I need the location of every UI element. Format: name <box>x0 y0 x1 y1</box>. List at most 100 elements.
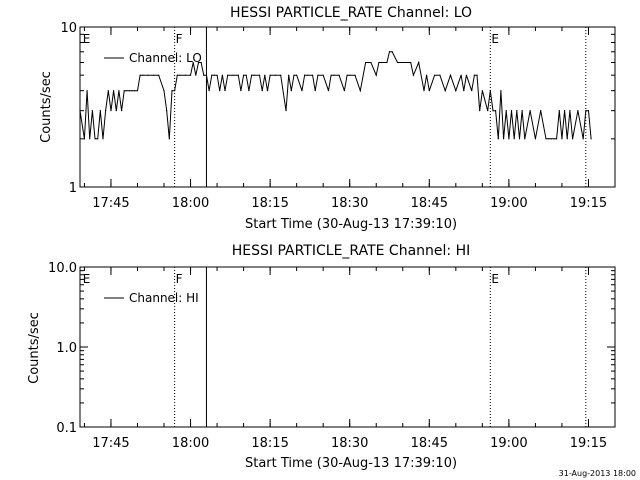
lo-data-point <box>258 74 261 76</box>
lo-data-point <box>171 90 173 92</box>
lo-data-point <box>380 61 383 64</box>
lo-data-point <box>322 74 324 76</box>
lo-data-point <box>375 74 377 76</box>
lo-data-point <box>502 138 505 140</box>
lo-data-point <box>102 138 104 140</box>
lo-data-point <box>264 74 266 76</box>
lo-data-point <box>163 90 165 92</box>
lo-legend-label: Channel: LO <box>129 51 202 65</box>
lo-data-point <box>195 74 197 76</box>
lo-data-point <box>540 110 542 112</box>
lo-data-point <box>221 74 223 76</box>
lo-data-point <box>123 90 125 92</box>
lo-data-point <box>131 90 133 92</box>
hi-y-tick-label: 10.0 <box>48 261 77 276</box>
lo-data-point <box>89 138 91 140</box>
lo-data-point <box>288 74 290 76</box>
lo-data-point <box>505 110 507 112</box>
lo-data-point <box>354 74 356 76</box>
lo-x-tick-label: 18:30 <box>331 196 368 211</box>
lo-data-point <box>476 74 478 76</box>
lo-data-point <box>444 90 446 92</box>
lo-data-point <box>211 74 213 76</box>
hi-x-tick-label: 19:00 <box>490 436 527 451</box>
lo-data-point <box>205 74 208 76</box>
lo-data-point <box>590 138 592 140</box>
lo-data-point <box>83 138 86 140</box>
lo-chart-title: HESSI PARTICLE_RATE Channel: LO <box>230 5 472 21</box>
lo-data-point <box>423 90 425 92</box>
lo-data-point <box>563 110 566 112</box>
lo-x-tick-label: 19:15 <box>570 196 607 211</box>
lo-data-point <box>250 74 253 76</box>
lo-data-point <box>304 74 306 76</box>
lo-data-point <box>200 61 202 64</box>
lo-data-point <box>473 74 475 76</box>
lo-data-point <box>463 90 465 92</box>
lo-data-point <box>266 90 269 92</box>
lo-data-point <box>333 74 335 76</box>
lo-data-point <box>327 90 330 92</box>
lo-data-point <box>158 74 160 76</box>
hi-event-marker-label: E <box>83 272 91 286</box>
hi-x-tick-label: 18:15 <box>251 436 288 451</box>
lo-data-point <box>365 61 367 64</box>
lo-data-point <box>118 90 120 92</box>
lo-data-point <box>455 90 457 92</box>
lo-data-point <box>487 110 489 112</box>
lo-data-point <box>126 90 128 92</box>
lo-data-point <box>86 90 88 92</box>
footer-timestamp: 31-Aug-2013 18:00 <box>559 469 636 478</box>
lo-data-point <box>219 90 221 92</box>
lo-data-point <box>330 74 332 76</box>
lo-data-point <box>500 90 502 92</box>
hi-y-tick-label: 0.1 <box>56 421 77 436</box>
lo-data-point <box>134 90 136 92</box>
lo-data-point <box>378 61 380 64</box>
lo-data-point <box>569 110 571 112</box>
lo-data-point <box>349 74 351 76</box>
lo-data-point <box>439 74 441 76</box>
lo-data-point <box>253 74 255 76</box>
lo-data-point <box>521 110 523 112</box>
lo-data-point <box>306 74 308 76</box>
lo-data-point <box>346 74 348 76</box>
lo-data-point <box>410 61 412 64</box>
lo-data-point <box>274 74 277 76</box>
hi-x-axis-label: Start Time (30-Aug-13 17:39:10) <box>245 456 457 471</box>
lo-data-point <box>227 74 229 76</box>
hi-x-tick-label: 18:30 <box>331 436 368 451</box>
lo-data-point <box>481 90 483 92</box>
lo-data-point <box>301 90 303 92</box>
lo-data-point <box>142 74 144 76</box>
lo-data-point <box>213 74 216 76</box>
lo-data-point <box>314 90 316 92</box>
lo-data-point <box>105 110 107 112</box>
lo-data-point <box>242 74 245 76</box>
lo-data-point <box>317 74 319 76</box>
lo-data-point <box>343 90 346 92</box>
lo-x-axis-label: Start Time (30-Aug-13 17:39:10) <box>245 217 457 232</box>
lo-data-point <box>516 110 518 112</box>
lo-data-point <box>261 90 263 92</box>
hi-y-axis-label: Counts/sec <box>27 312 42 384</box>
lo-data-point <box>192 61 194 64</box>
lo-data-point <box>240 90 242 92</box>
lo-data-point <box>176 74 178 76</box>
lo-data-point <box>224 90 226 92</box>
lo-data-point <box>518 138 521 140</box>
lo-event-marker-label: E <box>491 32 499 46</box>
lo-data-point <box>128 90 131 92</box>
lo-data-point <box>208 90 210 92</box>
lo-data-point <box>79 110 81 112</box>
lo-data-point <box>184 74 186 76</box>
hi-x-tick-label: 18:00 <box>172 436 209 451</box>
lo-data-point <box>97 138 99 140</box>
lo-data-point <box>91 110 93 112</box>
lo-y-tick-label: 1 <box>69 181 77 196</box>
lo-data-point <box>120 110 123 112</box>
lo-data-point <box>248 90 250 92</box>
lo-data-point <box>426 74 428 76</box>
lo-data-point <box>489 90 491 92</box>
